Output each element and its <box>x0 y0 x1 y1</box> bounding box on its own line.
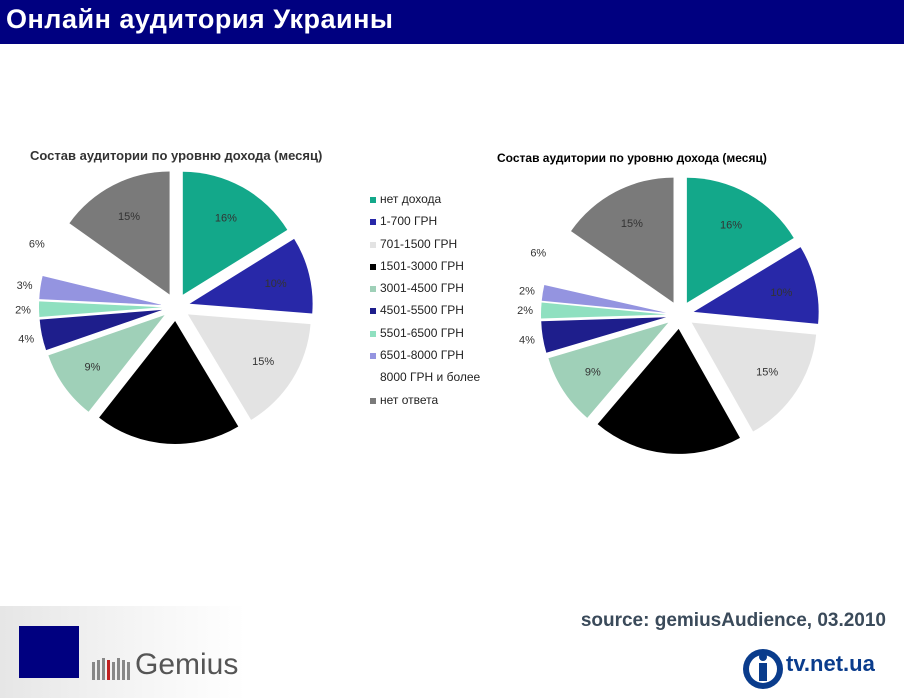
legend-label: 1-700 ГРН <box>380 214 438 229</box>
legend-label: нет дохода <box>380 192 442 206</box>
pie-slice <box>99 320 239 444</box>
brand-square <box>19 626 79 678</box>
source-caption: source: gemiusAudience, 03.2010 <box>580 610 886 631</box>
pie-data-label: 16% <box>215 212 237 224</box>
pie-slice <box>541 284 667 313</box>
legend-swatch <box>370 353 376 360</box>
gemius-logo-text: Gemius <box>135 648 239 681</box>
pie-data-label: 2% <box>519 285 535 297</box>
pie-slice <box>39 309 163 351</box>
page-title: Онлайн аудитория Украины <box>6 4 394 34</box>
pie-data-label: 15% <box>756 367 778 379</box>
pie-slice <box>693 247 819 324</box>
legend-label: 4501-5500 ГРН <box>380 303 464 318</box>
legend-label: 701-1500 ГРН <box>380 236 458 251</box>
pie-slice <box>48 315 165 412</box>
pie-data-label: 6% <box>530 247 546 259</box>
chart-title-right: Состав аудитории по уровню дохода (месяц… <box>497 151 767 165</box>
pie-data-label: 2% <box>517 305 533 317</box>
pie-data-label: 6% <box>29 238 45 250</box>
pie-slice <box>597 328 740 454</box>
pie-data-label: 3% <box>17 280 33 292</box>
legend-label: 8000 ГРН и более <box>380 370 481 385</box>
legend-label: 5501-6500 ГРН <box>380 325 464 340</box>
gemius-logo-icon <box>92 658 130 680</box>
pie-data-label: 10% <box>770 287 792 299</box>
legend-swatch <box>370 397 376 404</box>
legend-swatch <box>370 197 376 203</box>
legend-swatch <box>370 286 376 293</box>
pie-slice <box>39 276 163 306</box>
pie-data-label: 9% <box>585 367 601 379</box>
pie-slice <box>39 301 163 317</box>
tvnet-logo-icon <box>743 649 783 689</box>
legend-swatch <box>370 263 376 270</box>
pie-slice <box>541 302 667 319</box>
pie-data-label: 4% <box>519 335 535 347</box>
pie-data-label: 4% <box>18 333 34 345</box>
pie-data-label: 15% <box>621 218 643 230</box>
pie-slice <box>541 317 667 353</box>
pie-slice <box>187 314 311 420</box>
pie-data-label: 9% <box>85 361 101 373</box>
pie-data-label: 10% <box>265 278 287 290</box>
pie-data-label: 2% <box>15 304 31 316</box>
legend-swatch <box>370 308 376 315</box>
legend-label: нет ответа <box>380 392 439 407</box>
pie-slice <box>545 237 668 310</box>
pie-data-label: 15% <box>118 211 140 223</box>
pie-data-label: 16% <box>720 219 742 231</box>
legend-swatch <box>370 330 376 337</box>
pie-slice <box>548 322 669 418</box>
legend-swatch <box>370 375 376 382</box>
pie-slice <box>43 229 164 302</box>
pie-data-label: 15% <box>252 356 274 368</box>
pie-slice <box>571 177 674 303</box>
legend-label: 6501-8000 ГРН <box>380 348 464 363</box>
pie-slice <box>69 171 170 295</box>
legend-swatch <box>370 219 376 226</box>
pie-slice <box>686 177 794 303</box>
pie-slice <box>691 322 817 432</box>
title-bar: Онлайн аудитория Украины <box>0 0 904 44</box>
tvnet-logo-text: tv.net.ua <box>786 651 875 676</box>
pie-slice <box>182 171 288 295</box>
legend-swatch <box>370 241 376 248</box>
chart-title-left: Состав аудитории по уровню дохода (месяц… <box>30 148 323 163</box>
pie-slice <box>189 238 313 314</box>
legend-label: 1501-3000 ГРН <box>380 258 464 273</box>
legend-label: 3001-4500 ГРН <box>380 281 464 296</box>
